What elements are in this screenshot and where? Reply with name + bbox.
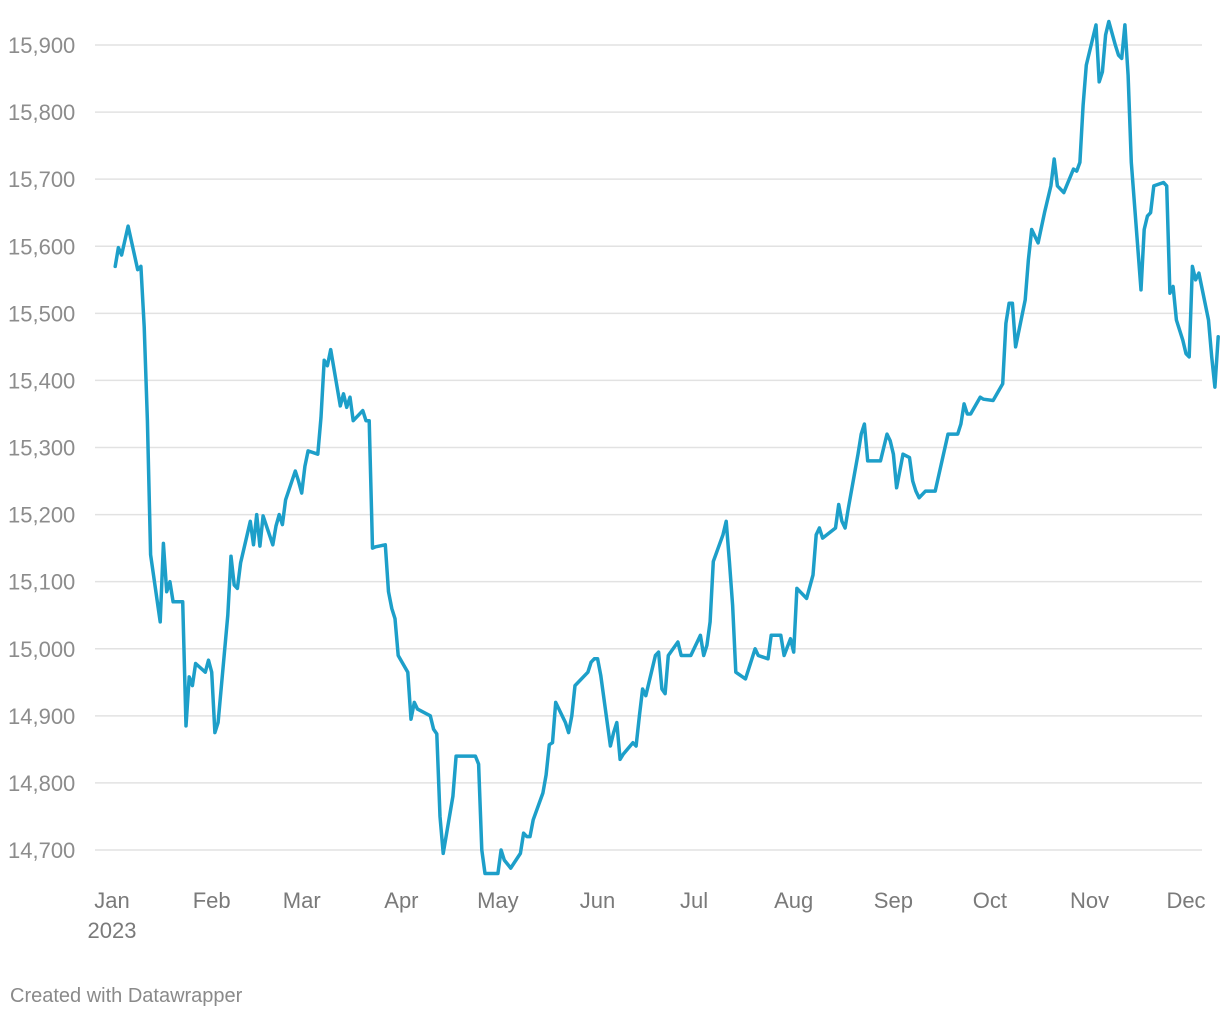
y-tick-label: 15,900: [8, 33, 75, 58]
x-tick-sublabel: 2023: [88, 918, 137, 943]
y-tick-label: 14,700: [8, 838, 75, 863]
x-tick-label: Feb: [193, 888, 231, 913]
y-tick-label: 15,800: [8, 100, 75, 125]
x-tick-label: Sep: [874, 888, 913, 913]
footer-credit: Created with Datawrapper: [10, 985, 243, 1007]
y-tick-label: 14,800: [8, 771, 75, 796]
series-layer: [113, 19, 1220, 876]
y-tick-label: 15,500: [8, 301, 75, 326]
y-tick-label: 15,200: [8, 503, 75, 528]
series-line: [113, 19, 1220, 876]
y-tick-label: 15,100: [8, 570, 75, 595]
y-tick-label: 15,700: [8, 167, 75, 192]
x-tick-label: Mar: [283, 888, 321, 913]
x-tick-label: Nov: [1070, 888, 1109, 913]
x-axis-tick-labels: Jan 2023 Feb Mar Apr May Jun Jul Aug Sep Oct Nov Dec: [88, 888, 1206, 943]
y-tick-label: 15,400: [8, 368, 75, 393]
x-tick-label: Jun: [580, 888, 615, 913]
y-tick-label: 15,300: [8, 436, 75, 461]
y-tick-label: 14,900: [8, 704, 75, 729]
y-axis-tick-labels: 14,700 14,800 14,900 15,000 15,100 15,200 15,3…: [8, 33, 75, 863]
x-tick-label: Aug: [774, 888, 813, 913]
x-tick-label: Apr: [384, 888, 418, 913]
x-tick-label: Jul: [680, 888, 708, 913]
y-tick-label: 15,600: [8, 234, 75, 259]
x-tick-label: Oct: [973, 888, 1007, 913]
x-tick-label: May: [477, 888, 519, 913]
x-tick-label: Dec: [1166, 888, 1205, 913]
line-chart: 14,700 14,800 14,900 15,000 15,100 15,200 15,3…: [8, 19, 1220, 943]
x-tick-label: Jan: [94, 888, 129, 913]
gridlines: [95, 44, 1202, 851]
y-tick-label: 15,000: [8, 637, 75, 662]
